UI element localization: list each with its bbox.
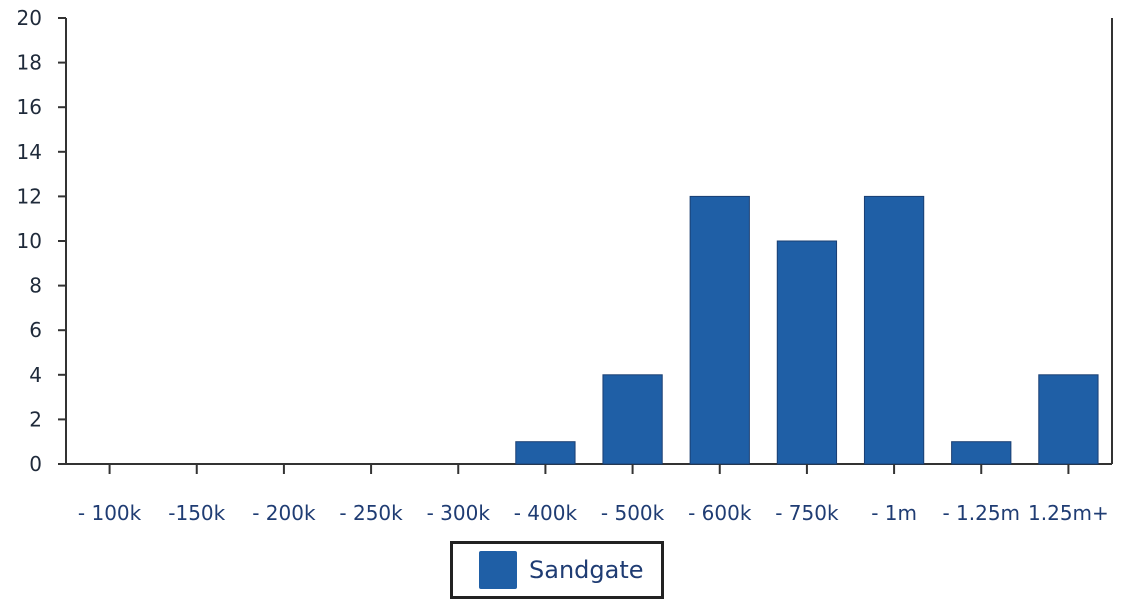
bar <box>602 374 663 465</box>
y-tick-label: 16 <box>17 95 42 119</box>
x-tick-label: - 400k <box>514 501 578 525</box>
legend-label-sandgate: Sandgate <box>529 556 644 584</box>
y-tick-label: 6 <box>29 318 42 342</box>
bar <box>951 441 1012 465</box>
bar <box>1038 374 1099 465</box>
y-axis-ticks: 0 2 4 6 8 10 12 14 16 18 20 <box>17 6 66 476</box>
x-tick-label: - 500k <box>601 501 665 525</box>
x-tick-label: - 200k <box>252 501 316 525</box>
y-tick-label: 0 <box>29 452 42 476</box>
bar <box>776 240 838 465</box>
y-tick-label: 14 <box>17 140 42 164</box>
y-tick-label: 2 <box>29 407 42 431</box>
legend-swatch-sandgate <box>479 551 517 589</box>
x-tick-label: - 300k <box>427 501 491 525</box>
x-tick-label: - 1.25m <box>942 501 1020 525</box>
x-tick-label: - 100k <box>78 501 142 525</box>
x-tick-label: 1.25m+ <box>1028 501 1109 525</box>
y-tick-label: 8 <box>29 274 42 298</box>
x-tick-label: - 250k <box>339 501 403 525</box>
x-tick-label: - 600k <box>688 501 752 525</box>
y-tick-label: 18 <box>17 51 42 75</box>
y-tick-label: 10 <box>17 229 42 253</box>
bar <box>515 441 576 465</box>
bar <box>689 195 750 465</box>
bar <box>863 195 925 465</box>
bars <box>515 195 1099 465</box>
y-tick-label: 4 <box>29 363 42 387</box>
x-tick-label: -150k <box>168 501 225 525</box>
y-tick-label: 20 <box>17 6 42 30</box>
x-axis-ticks: - 100k -150k - 200k - 250k - 300k - 400k - 500… <box>78 464 1109 525</box>
x-tick-label: - 1m <box>871 501 917 525</box>
legend: Sandgate <box>450 541 664 599</box>
x-tick-label: - 750k <box>775 501 839 525</box>
axes <box>65 18 1113 465</box>
y-tick-label: 12 <box>17 184 42 208</box>
